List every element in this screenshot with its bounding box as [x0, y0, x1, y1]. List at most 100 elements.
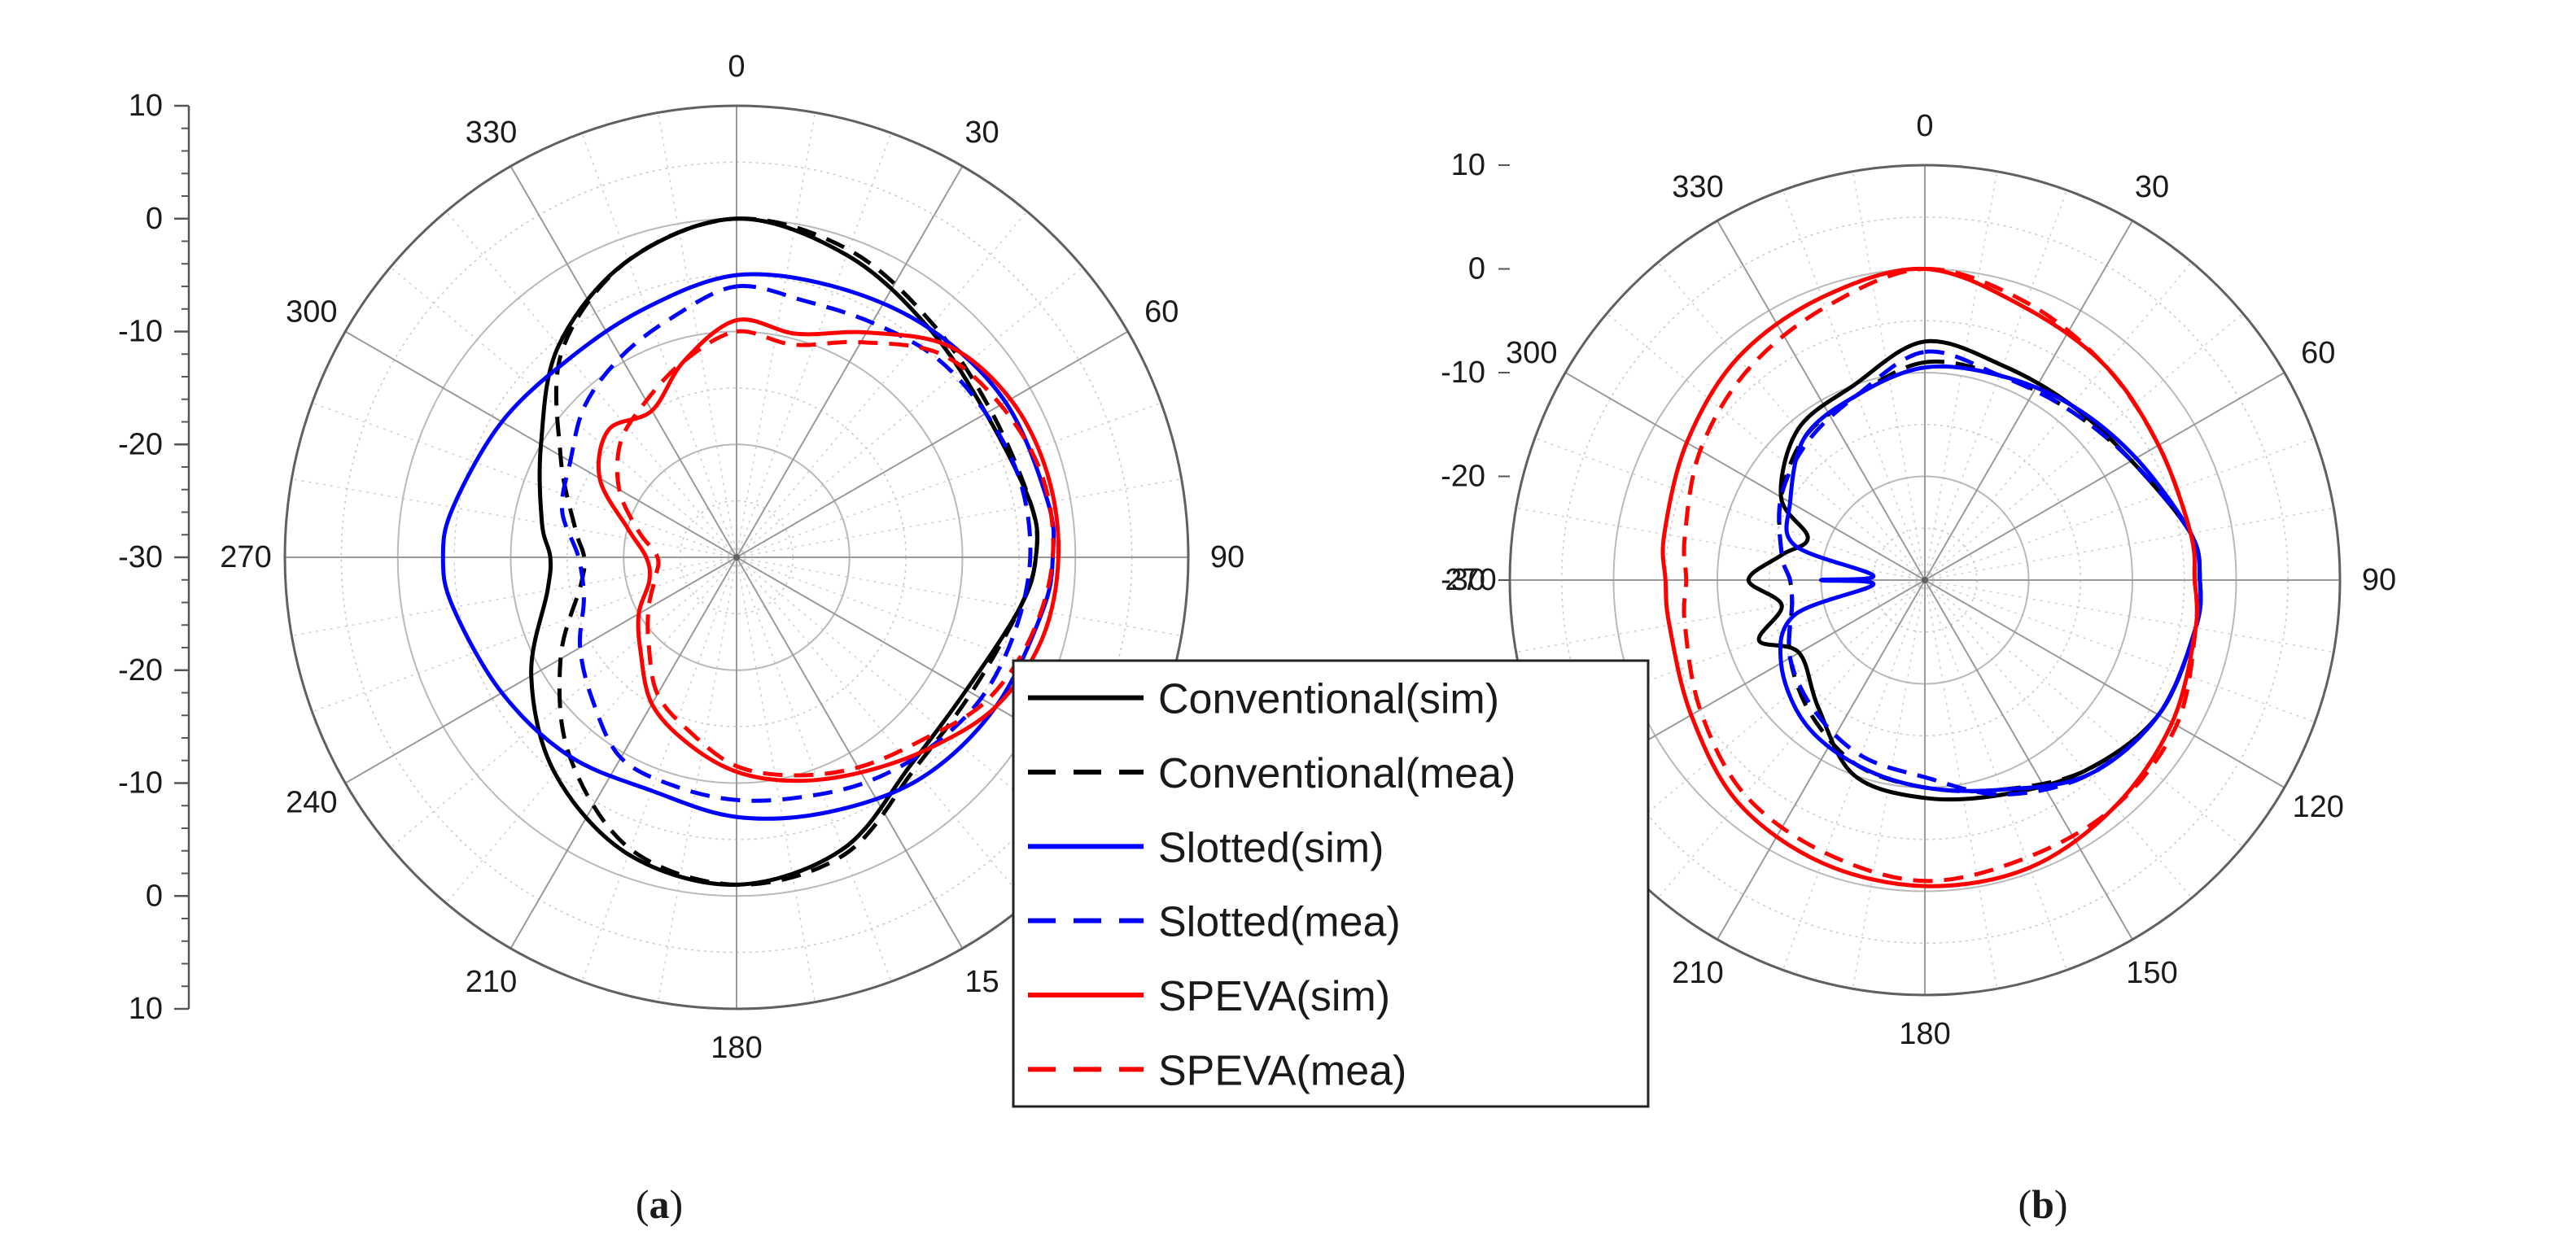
panel-caption: (b) [2018, 1181, 2067, 1227]
minor-spoke [736, 556, 1028, 904]
angular-tick-label: 240 [286, 786, 337, 820]
radial-tick-label: 10 [129, 89, 163, 123]
minor-spoke [581, 556, 737, 982]
minor-spoke [736, 556, 1083, 849]
minor-spoke [736, 211, 1028, 558]
angular-tick-label: 180 [1899, 1017, 1950, 1051]
major-spoke [1717, 220, 1926, 581]
angular-tick-label: 300 [286, 295, 337, 330]
series-line-speva-mea [1682, 266, 2199, 884]
series-line-slotted-mea [1777, 349, 2203, 797]
angular-tick-label: 60 [1144, 295, 1179, 330]
angular-tick-label: 30 [2135, 170, 2169, 204]
legend-item: Slotted(sim) [1028, 824, 1384, 871]
minor-spoke [657, 556, 737, 1002]
minor-spoke [736, 556, 892, 982]
major-spoke [1924, 579, 2133, 941]
minor-spoke [736, 402, 1161, 558]
angular-tick-label: 90 [1210, 540, 1244, 574]
minor-spoke [390, 556, 737, 849]
caption-close: ) [2054, 1181, 2068, 1227]
major-spoke [1924, 220, 2133, 581]
minor-spoke [312, 556, 737, 713]
major-spoke [510, 556, 737, 949]
angular-tick-label: 180 [711, 1031, 762, 1065]
caption-letter: b [2031, 1181, 2054, 1227]
angular-tick-label: 330 [1672, 170, 1723, 204]
legend-item: Conventional(mea) [1028, 750, 1515, 797]
major-spoke [510, 165, 737, 558]
angular-tick-label: 60 [2301, 336, 2335, 370]
minor-spoke [581, 133, 737, 558]
angular-tick-label: 210 [466, 965, 517, 999]
major-spoke [736, 556, 964, 949]
series-line-speva-mea [614, 329, 1056, 778]
radial-tick-label: 10 [1451, 148, 1485, 182]
major-spoke [1924, 579, 2285, 788]
major-spoke [1564, 372, 1926, 581]
legend-box [1012, 659, 1650, 1108]
legend-item: Conventional(sim) [1028, 676, 1499, 723]
minor-spoke [736, 478, 1182, 558]
series-line-slotted-sim [440, 272, 1056, 821]
radial-tick-label: -20 [1441, 460, 1485, 494]
panel-captions: (a) (b) [636, 1181, 2068, 1227]
angular-tick-label: 150 [2126, 956, 2177, 990]
legend-label: Conventional(mea) [1158, 750, 1515, 797]
minor-spoke [291, 478, 737, 558]
minor-spoke [291, 556, 737, 637]
series-line-conventional-mea [1777, 360, 2203, 794]
legend-label: Slotted(mea) [1158, 899, 1401, 946]
caption-close: ) [670, 1181, 684, 1227]
radial-tick-label: -20 [118, 427, 163, 461]
major-spoke [1924, 372, 2285, 581]
center-dot [1922, 577, 1928, 583]
angular-tick-label: 330 [466, 116, 517, 150]
major-spoke [1717, 579, 1926, 941]
legend-item: SPEVA(sim) [1028, 973, 1390, 1020]
angular-ticks-b: 0 30 60 90 120 150 180 210 270 300 330 10 0 -10 -20 -30 [1441, 109, 2396, 1051]
series-line-conventional-mea [553, 216, 1039, 887]
legend-label: Slotted(sim) [1158, 824, 1384, 871]
series-line-slotted-mea [559, 283, 1033, 803]
series-group-b [1660, 266, 2203, 888]
radial-tick-label: -10 [1441, 356, 1485, 390]
legend: Conventional(sim) Conventional(mea) Slotte… [1012, 659, 1650, 1108]
minor-spoke [390, 266, 737, 558]
angular-tick-label: 30 [964, 116, 999, 150]
angular-tick-label: 0 [728, 50, 745, 84]
radial-scale-axis-a: 10 0 -10 -20 -30 -20 -10 0 10 [118, 89, 190, 1026]
legend-label: Conventional(sim) [1158, 676, 1499, 723]
angular-tick-label: 270 [220, 540, 271, 574]
radial-tick-label: -10 [118, 315, 163, 349]
polar-chart-a: 10 0 -10 -20 -30 -20 -10 0 10 0 30 60 90 15 180 210 240… [118, 50, 1244, 1065]
radial-tick-label: 10 [129, 992, 163, 1026]
legend-label: SPEVA(mea) [1158, 1047, 1406, 1094]
angular-ticks-a: 0 30 60 90 15 180 210 240 270 300 330 [220, 50, 1244, 1065]
minor-spoke [312, 402, 737, 558]
radial-tick-label: 0 [1468, 252, 1485, 286]
angular-tick-label: 270 [1445, 563, 1496, 597]
outer-ring [283, 104, 1190, 1010]
major-spoke [736, 165, 964, 558]
minor-spoke [736, 556, 1182, 637]
angular-tick-label: 15 [964, 965, 999, 999]
caption-open: ( [2018, 1181, 2031, 1227]
minor-spoke [736, 556, 816, 1002]
center-dot [733, 554, 740, 561]
radial-tick-label: 0 [146, 202, 163, 236]
angular-tick-label: 120 [2293, 790, 2344, 824]
polar-chart-b: 0 30 60 90 120 150 180 210 270 300 330 10 0 -10 -20 -30 [1441, 109, 2396, 1051]
angular-tick-label: 0 [1916, 109, 1933, 143]
minor-spoke [736, 133, 892, 558]
radial-tick-label: -20 [118, 653, 163, 687]
radial-tick-label: 0 [146, 879, 163, 913]
angular-tick-label: 210 [1672, 956, 1723, 990]
legend-item: SPEVA(mea) [1028, 1047, 1406, 1094]
series-group-a [440, 216, 1061, 887]
radial-tick-label: -30 [1441, 563, 1485, 597]
minor-spoke [736, 556, 1161, 713]
minor-spoke [657, 112, 737, 558]
major-spoke [344, 556, 737, 784]
